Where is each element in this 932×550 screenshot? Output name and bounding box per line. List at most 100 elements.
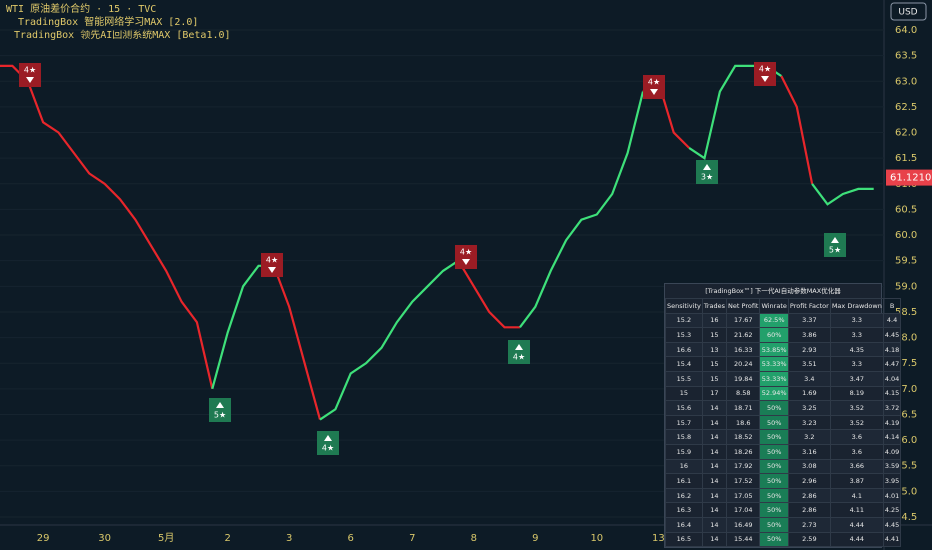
- sell-arrow: [268, 267, 276, 273]
- table-cell: 3.72: [882, 400, 902, 416]
- table-cell: 13: [701, 341, 728, 358]
- currency-button[interactable]: [890, 2, 927, 21]
- table-cell: 15.7: [665, 414, 703, 431]
- table-cell: 3.86: [787, 327, 831, 343]
- table-cell: 15.6: [665, 400, 703, 416]
- sell-signal: [19, 63, 41, 87]
- column-header: Max Drawdown: [829, 298, 884, 314]
- x-tick-label: 6: [348, 533, 354, 544]
- y-tick-label: 63.0: [895, 76, 917, 87]
- buy-signal-label: 3★: [701, 173, 713, 182]
- table-cell: 16.3: [665, 502, 703, 518]
- buy-signal: [508, 340, 530, 364]
- x-tick-label: 3: [286, 533, 292, 544]
- x-tick-label: 7: [409, 533, 415, 544]
- table-cell: 3.52: [829, 414, 884, 431]
- trend-line: [519, 91, 645, 328]
- sell-signal: [261, 253, 283, 277]
- table-row: 16.6 13 16.33 53.85% 2.93 4.35 4.18: [665, 341, 902, 358]
- x-tick-label: 5月: [158, 532, 174, 544]
- table-cell: 20.24: [726, 356, 761, 372]
- table-cell: 53.85%: [759, 341, 789, 358]
- table-cell: 3.6: [829, 443, 884, 460]
- table-cell: 16: [665, 458, 703, 475]
- x-tick-label: 29: [37, 533, 50, 544]
- table-cell: 19.84: [726, 370, 761, 387]
- table-cell: 17.05: [726, 487, 761, 504]
- y-tick-label: 61.5: [895, 153, 917, 164]
- table-cell: 50%: [759, 531, 789, 548]
- buy-signal-label: 4★: [513, 353, 525, 362]
- buy-signal-label: 5★: [214, 411, 226, 420]
- last-price-label: 61.1210: [890, 173, 931, 184]
- table-cell: 14: [701, 531, 728, 548]
- table-cell: 4.09: [882, 443, 902, 460]
- table-cell: 16.2: [665, 487, 703, 504]
- table-cell: 2.73: [787, 516, 831, 533]
- table-cell: 14: [701, 414, 728, 431]
- table-cell: 3.52: [829, 400, 884, 416]
- table-cell: 14: [701, 443, 728, 460]
- table-cell: 2.59: [787, 531, 831, 548]
- buy-arrow: [703, 164, 711, 170]
- table-row: 15 17 8.58 52.94% 1.69 8.19 4.15: [665, 385, 902, 402]
- header-line: TradingBox 领先AI回测系统MAX [Beta1.0]: [14, 28, 231, 41]
- table-cell: 4.44: [829, 516, 884, 533]
- sell-signal-label: 4★: [266, 256, 278, 265]
- table-row: 15.4 15 20.24 53.33% 3.51 3.3 4.47: [665, 356, 902, 372]
- table-row: 16 14 17.92 50% 3.08 3.66 3.59: [665, 458, 902, 475]
- table-cell: 15.2: [665, 312, 703, 329]
- table-cell: 3.3: [829, 356, 884, 372]
- table-cell: 50%: [759, 429, 789, 445]
- table-cell: 16: [701, 312, 728, 329]
- table-cell: 4.4: [882, 312, 902, 329]
- table-cell: 3.4: [787, 370, 831, 387]
- table-cell: 4.41: [882, 531, 902, 548]
- table-cell: 14: [701, 429, 728, 445]
- buy-arrow: [324, 435, 332, 441]
- table-cell: 16.1: [665, 473, 703, 489]
- buy-arrow: [831, 237, 839, 243]
- table-cell: 3.08: [787, 458, 831, 475]
- y-tick-label: 58.0: [895, 333, 917, 344]
- table-cell: 4.01: [882, 487, 902, 504]
- buy-signal: [696, 160, 718, 184]
- table-row: 15.6 14 18.71 50% 3.25 3.52 3.72: [665, 400, 902, 416]
- x-tick-label: 2: [225, 533, 231, 544]
- table-cell: 15.44: [726, 531, 761, 548]
- table-cell: 15.3: [665, 327, 703, 343]
- table-cell: 3.87: [829, 473, 884, 489]
- header-line: TradingBox 智能网络学习MAX [2.0]: [18, 15, 198, 28]
- table-cell: 52.94%: [759, 385, 789, 402]
- sell-arrow: [761, 76, 769, 82]
- table-cell: 15.8: [665, 429, 703, 445]
- y-tick-label: 58.5: [895, 307, 917, 318]
- table-cell: 3.3: [829, 327, 884, 343]
- table-cell: 3.37: [787, 312, 831, 329]
- table-cell: 4.45: [882, 327, 902, 343]
- table-cell: 14: [701, 458, 728, 475]
- table-cell: 17.52: [726, 473, 761, 489]
- y-tick-label: 57.0: [895, 384, 917, 395]
- table-cell: 3.23: [787, 414, 831, 431]
- table-cell: 4.11: [829, 502, 884, 518]
- y-tick-label: 56.0: [895, 435, 917, 446]
- trend-line: [457, 260, 520, 329]
- table-cell: 50%: [759, 400, 789, 416]
- table-cell: 15.5: [665, 370, 703, 387]
- table-cell: 17.67: [726, 312, 761, 329]
- optimizer-table: [TradingBox™] 下一代AI自动参数MAX优化器 Sensitivity…: [664, 283, 902, 549]
- column-header: Net Profit: [726, 298, 761, 314]
- table-cell: 3.51: [787, 356, 831, 372]
- table-cell: 53.33%: [759, 356, 789, 372]
- x-tick-label: 10: [590, 533, 603, 544]
- table-cell: 3.59: [882, 458, 902, 475]
- table-cell: 18.26: [726, 443, 761, 460]
- y-tick-label: 55.5: [895, 461, 917, 472]
- table-cell: 4.18: [882, 341, 902, 358]
- table-cell: 18.52: [726, 429, 761, 445]
- table-header-row: Sensitivity Trades Net Profit Winrate Profit…: [665, 298, 902, 314]
- table-cell: 2.96: [787, 473, 831, 489]
- y-tick-label: 54.5: [895, 512, 917, 523]
- table-cell: 4.35: [829, 341, 884, 358]
